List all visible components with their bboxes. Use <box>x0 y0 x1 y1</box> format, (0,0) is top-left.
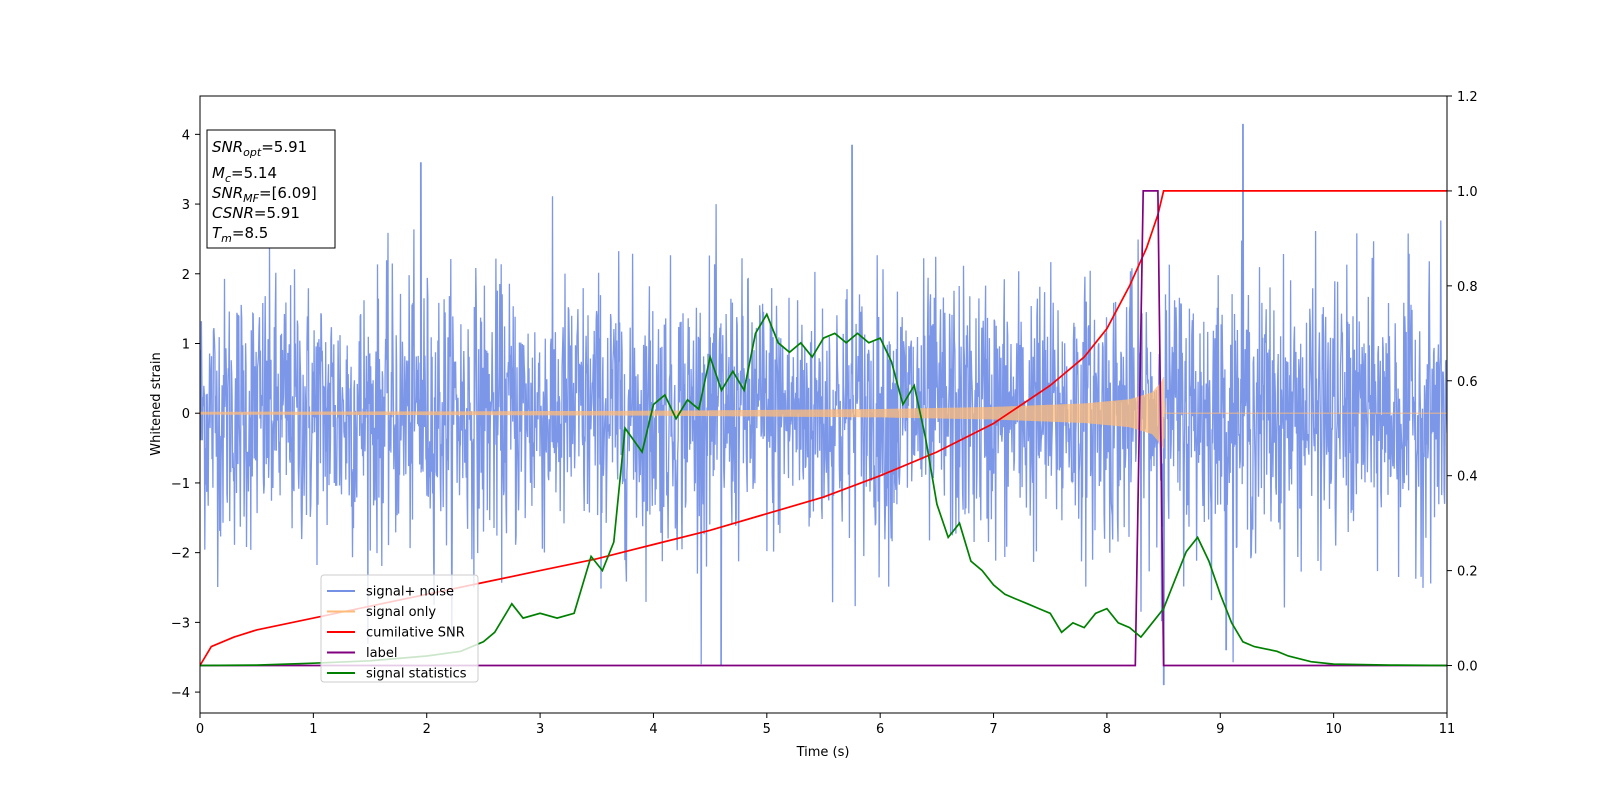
info-snr-opt: SNRopt=5.91 <box>212 138 307 159</box>
x-tick-label: 11 <box>1439 722 1456 737</box>
info-mc-sub: c <box>225 172 231 185</box>
y-tick-label: 0 <box>182 407 190 422</box>
x-tick-label: 5 <box>763 722 771 737</box>
legend-label: signal statistics <box>366 667 467 682</box>
y-tick-label: 4 <box>182 128 190 143</box>
x-tick-label: 0 <box>196 722 204 737</box>
series-signal-statistics-line <box>200 312 1447 667</box>
y2-tick-label: 0.4 <box>1457 470 1478 485</box>
info-tm-value: =8.5 <box>232 224 268 242</box>
y2-tick-label: 1.0 <box>1457 185 1478 200</box>
info-tm: Tm=8.5 <box>212 224 268 245</box>
y-tick-label: −4 <box>171 686 190 701</box>
x-tick-label: 2 <box>423 722 431 737</box>
x-tick-label: 7 <box>989 722 997 737</box>
info-snr-opt-main: SNR <box>212 138 243 156</box>
x-tick-label: 4 <box>649 722 657 737</box>
x-tick-label: 1 <box>309 722 317 737</box>
info-snr-opt-value: =5.91 <box>261 138 307 156</box>
y-tick-label: −2 <box>171 547 190 562</box>
info-csnr-main: CSNR <box>212 204 254 222</box>
y2-tick-label: 0.2 <box>1457 565 1478 580</box>
series-signal-noise-line <box>200 123 1447 686</box>
x-tick-label: 8 <box>1103 722 1111 737</box>
info-mc-value: =5.14 <box>231 164 277 182</box>
x-tick-label: 9 <box>1216 722 1224 737</box>
y-axis-left: −4 −3 −2 −1 0 1 2 3 4 <box>171 128 200 701</box>
series-cumilative-snr-line <box>200 190 1447 666</box>
legend-label: cumilative SNR <box>366 626 465 641</box>
legend-label: label <box>366 646 397 661</box>
info-snr-opt-sub: opt <box>243 146 262 159</box>
info-box: SNRopt=5.91 Mc=5.14 SNRMF=[6.09] CSNR=5.… <box>206 129 336 249</box>
info-tm-sub: m <box>221 232 232 245</box>
y-axis-right: 0.0 0.2 0.4 0.6 0.8 1.0 1.2 <box>1447 90 1478 675</box>
series-label-line <box>200 190 1447 667</box>
y-tick-label: 3 <box>182 198 190 213</box>
y-tick-label: −3 <box>171 616 190 631</box>
info-box-frame <box>206 129 336 249</box>
legend-label: signal+ noise <box>366 585 454 600</box>
info-snr-mf-main: SNR <box>212 184 243 202</box>
info-csnr: CSNR=5.91 <box>212 204 300 222</box>
legend-frame <box>320 574 479 683</box>
x-tick-label: 6 <box>876 722 884 737</box>
series-signal-only-line <box>200 377 1447 449</box>
y-tick-label: 2 <box>182 268 190 283</box>
y2-tick-label: 1.2 <box>1457 90 1478 105</box>
legend: signal+ noise signal only cumilative SNR la… <box>320 574 479 683</box>
x-tick-label: 10 <box>1325 722 1342 737</box>
x-axis-label: Time (s) <box>796 745 850 760</box>
x-axis: 0 1 2 3 4 5 6 7 8 9 10 11 <box>196 713 1455 737</box>
info-snr-mf-value: =[6.09] <box>259 184 317 202</box>
y2-tick-label: 0.0 <box>1457 660 1478 675</box>
y2-tick-label: 0.8 <box>1457 280 1478 295</box>
info-mc: Mc=5.14 <box>212 164 277 185</box>
y-tick-label: 1 <box>182 337 190 352</box>
info-snr-mf: SNRMF=[6.09] <box>212 184 317 205</box>
y-tick-label: −1 <box>171 477 190 492</box>
series-layer <box>200 123 1447 686</box>
x-tick-label: 3 <box>536 722 544 737</box>
legend-label: signal only <box>366 605 436 620</box>
info-tm-main: T <box>212 224 223 242</box>
info-snr-mf-sub: MF <box>243 192 259 205</box>
plot-frame <box>199 95 1448 714</box>
info-csnr-value: =5.91 <box>254 204 300 222</box>
y2-tick-label: 0.6 <box>1457 375 1478 390</box>
y-axis-label: Whitened strain <box>149 352 164 455</box>
info-mc-main: M <box>212 164 225 182</box>
